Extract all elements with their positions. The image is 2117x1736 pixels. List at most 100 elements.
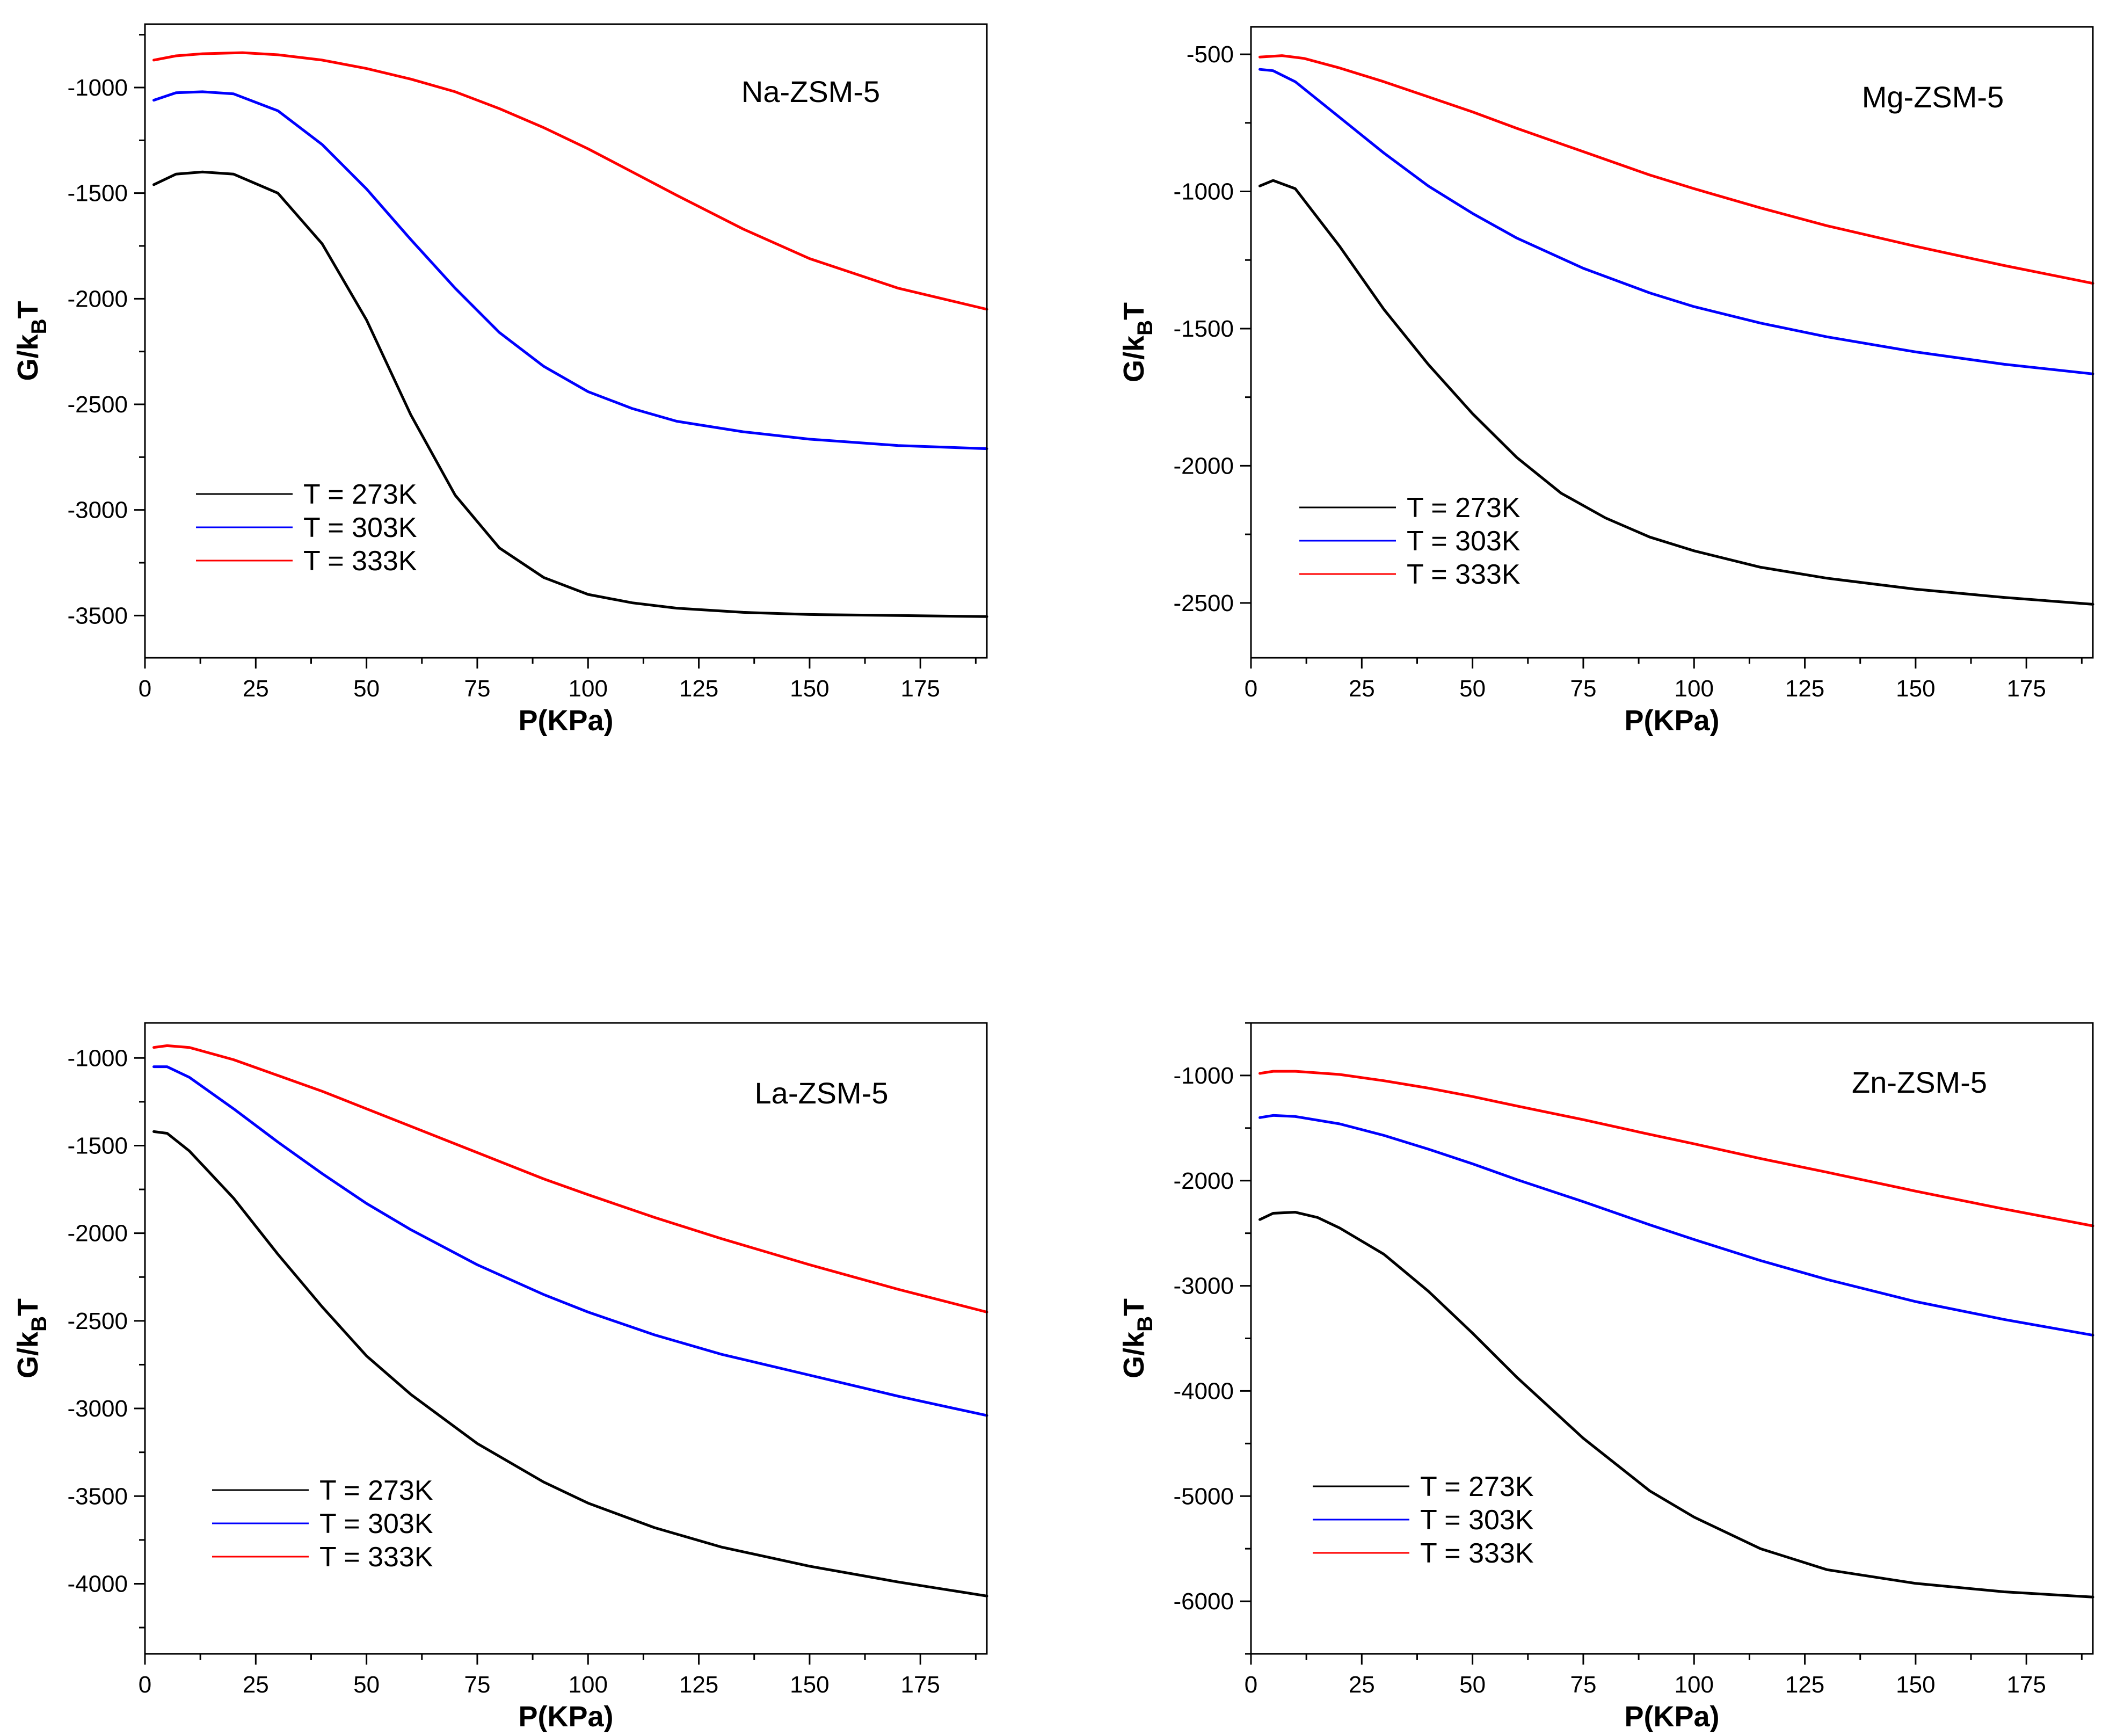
- x-tick-label: 75: [1570, 1672, 1596, 1698]
- series-line-t333k: [1258, 54, 2094, 285]
- legend-label: T = 333K: [1407, 559, 1521, 590]
- panel-annotation: La-ZSM-5: [755, 1076, 889, 1110]
- x-tick-label: 75: [1570, 675, 1596, 702]
- legend-label: T = 303K: [303, 512, 417, 543]
- panel-2: 0 25 50 75 100 125 150 175 -2500 -2000 -1500 -1000 -…: [1118, 26, 2094, 737]
- series-line-t333k: [152, 51, 988, 311]
- y-tick-label: -1000: [67, 1045, 128, 1071]
- x-tick-label: 50: [1459, 1672, 1486, 1698]
- x-tick-label: 0: [1245, 675, 1257, 702]
- y-tick-label: -2000: [67, 286, 128, 312]
- panel-annotation: Mg-ZSM-5: [1862, 80, 2004, 114]
- y-tick-label: -1000: [1173, 1063, 1234, 1089]
- series-line-t303k: [1258, 1114, 2094, 1337]
- x-tick-label: 100: [1675, 675, 1714, 702]
- y-tick-label: -3500: [67, 602, 128, 629]
- x-tick-label: 125: [1785, 1672, 1824, 1698]
- x-tick-label: 150: [790, 675, 829, 702]
- y-tick-label: -2000: [1173, 453, 1234, 479]
- y-axis-title: G/kBT: [12, 301, 51, 381]
- panel-4: 0 25 50 75 100 125 150 175 -6000 -5000 -4000 -3000 -…: [1118, 1022, 2094, 1733]
- series-line-t273k: [152, 1130, 988, 1597]
- y-tick-label: -3000: [1173, 1273, 1234, 1299]
- y-tick-label: -6000: [1173, 1588, 1234, 1615]
- y-axis-title: G/kBT: [1118, 1298, 1157, 1378]
- x-tick-label: 125: [1785, 675, 1824, 702]
- panel-1: 0 25 50 75 100 125 150 175 -3500 -3000 -2500 -2000 -…: [12, 23, 988, 737]
- x-tick-label: 0: [139, 1672, 151, 1698]
- panel-annotation: Na-ZSM-5: [741, 75, 880, 108]
- y-tick-label: -1500: [67, 1132, 128, 1159]
- x-tick-label: 50: [353, 675, 380, 702]
- y-tick-label: -4000: [67, 1571, 128, 1597]
- x-tick-label: 50: [353, 1672, 380, 1698]
- series-line-t273k: [1258, 1211, 2094, 1599]
- y-tick-label: -2500: [67, 1308, 128, 1334]
- x-tick-label: 25: [243, 675, 269, 702]
- x-tick-label: 25: [1349, 675, 1375, 702]
- y-tick-label: -1500: [67, 180, 128, 207]
- panel-3: 0 25 50 75 100 125 150 175 -4000 -3500 -3000 -2500 -…: [12, 1022, 988, 1733]
- y-tick-label: -500: [1187, 41, 1234, 68]
- y-tick-label: -2500: [1173, 590, 1234, 616]
- x-tick-label: 25: [1349, 1672, 1375, 1698]
- x-tick-label: 150: [1896, 675, 1935, 702]
- x-tick-label: 150: [790, 1672, 829, 1698]
- y-axis-title: G/kBT: [1118, 302, 1157, 382]
- x-tick-label: 50: [1459, 675, 1486, 702]
- legend-label: T = 333K: [319, 1542, 433, 1573]
- series-line-t273k: [1258, 179, 2094, 606]
- series-line-t333k: [152, 1044, 988, 1313]
- x-axis-title: P(KPa): [1624, 1701, 1719, 1733]
- legend-label: T = 333K: [303, 546, 417, 577]
- x-axis-title: P(KPa): [518, 704, 613, 737]
- x-tick-label: 175: [2006, 1672, 2046, 1698]
- y-tick-label: -2500: [67, 391, 128, 418]
- x-axis-title: P(KPa): [1624, 704, 1719, 737]
- y-tick-label: -3000: [67, 1396, 128, 1422]
- x-tick-label: 100: [569, 675, 608, 702]
- x-tick-label: 100: [1675, 1672, 1714, 1698]
- x-axis-title: P(KPa): [518, 1701, 613, 1733]
- legend-label: T = 273K: [303, 479, 417, 510]
- x-tick-label: 175: [2006, 675, 2046, 702]
- y-tick-label: -2000: [67, 1221, 128, 1247]
- series-line-t333k: [1258, 1070, 2094, 1227]
- plot-frame: [1250, 26, 2094, 659]
- legend-label: T = 333K: [1420, 1538, 1534, 1569]
- x-tick-label: 0: [1245, 1672, 1257, 1698]
- y-tick-label: -1000: [67, 75, 128, 101]
- legend-label: T = 273K: [1407, 492, 1521, 524]
- x-tick-label: 175: [900, 675, 940, 702]
- y-tick-label: -2000: [1173, 1168, 1234, 1194]
- series-line-t303k: [1258, 68, 2094, 375]
- x-tick-label: 150: [1896, 1672, 1935, 1698]
- y-tick-label: -1000: [1173, 179, 1234, 205]
- y-axis-title: G/kBT: [12, 1298, 51, 1378]
- x-tick-label: 25: [243, 1672, 269, 1698]
- series-line-t303k: [152, 90, 988, 451]
- panel-annotation: Zn-ZSM-5: [1852, 1065, 1987, 1099]
- plot-frame: [144, 1022, 988, 1655]
- legend-label: T = 273K: [1420, 1471, 1534, 1502]
- x-tick-label: 125: [679, 1672, 718, 1698]
- x-tick-label: 175: [900, 1672, 940, 1698]
- legend-label: T = 273K: [319, 1475, 433, 1506]
- legend-label: T = 303K: [1407, 526, 1521, 557]
- y-tick-label: -3500: [67, 1483, 128, 1509]
- x-tick-label: 75: [464, 1672, 490, 1698]
- y-tick-label: -1500: [1173, 316, 1234, 342]
- x-tick-label: 75: [464, 675, 490, 702]
- y-tick-label: -5000: [1173, 1483, 1234, 1509]
- series-line-t273k: [152, 170, 988, 618]
- legend-label: T = 303K: [319, 1508, 433, 1539]
- legend-label: T = 303K: [1420, 1505, 1534, 1536]
- series-line-t303k: [152, 1065, 988, 1417]
- plot-frame: [144, 23, 988, 659]
